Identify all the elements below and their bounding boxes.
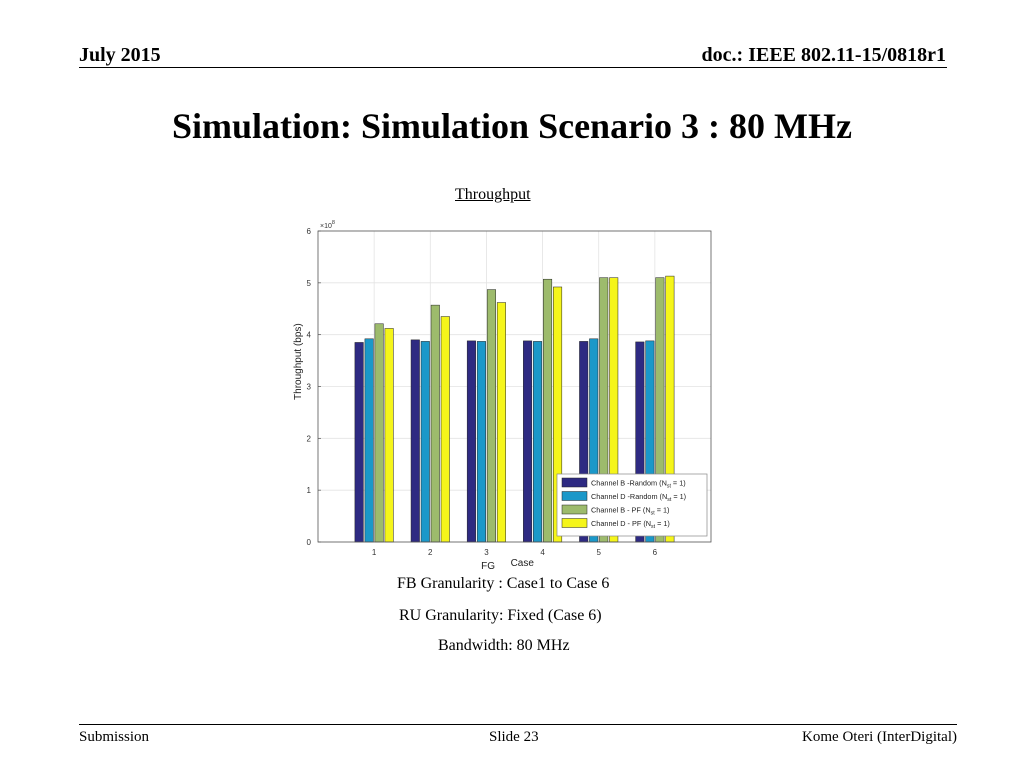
x-tick-label: 5	[596, 548, 601, 557]
header-divider	[79, 67, 947, 68]
bar-series-1-case-2	[410, 339, 420, 543]
legend-entry: Channel B -Random (Nst = 1)	[591, 479, 686, 490]
caption-ru-granularity: RU Granularity: Fixed (Case 6)	[399, 607, 602, 624]
legend-swatch	[561, 477, 588, 488]
bar-series-2-case-1	[364, 338, 374, 543]
bar-series-1-case-1	[354, 342, 364, 543]
caption-bandwidth: Bandwidth: 80 MHz	[438, 637, 570, 654]
legend-swatch	[561, 491, 588, 501]
bar-series-3-case-2	[430, 304, 440, 543]
bar-series-2-case-4	[533, 341, 543, 543]
legend-swatch	[561, 518, 588, 528]
bar-series-4-case-2	[440, 316, 450, 543]
header-date: July 2015	[79, 44, 161, 66]
legend-swatch	[561, 504, 588, 515]
bar-series-4-case-3	[496, 302, 506, 543]
y-exponent-label: ×108	[320, 220, 335, 230]
chart-legend: Channel B -Random (Nst = 1) Channel D -Ra…	[556, 473, 708, 537]
bar-series-4-case-1	[384, 328, 394, 543]
header-doc-id: doc.: IEEE 802.11-15/0818r1	[701, 44, 946, 66]
bar-series-3-case-4	[543, 278, 553, 543]
y-tick-label: 3	[307, 383, 312, 392]
x-tick-label: 2	[428, 548, 433, 557]
x-tick-label: 6	[653, 548, 658, 557]
bar-series-3-case-3	[486, 289, 496, 543]
y-tick-label: 5	[307, 279, 312, 288]
y-tick-label: 4	[307, 331, 312, 340]
x-tick-label: 4	[540, 548, 545, 557]
slide-title: Simulation: Simulation Scenario 3 : 80 M…	[171, 106, 852, 146]
bar-series-3-case-1	[374, 323, 384, 543]
y-tick-label: 6	[307, 227, 312, 236]
chart-heading: Throughput	[455, 186, 531, 203]
x-axis-label: Case	[511, 558, 535, 569]
bar-series-2-case-2	[420, 341, 430, 543]
caption-fb-granularity: FB Granularity : Case1 to Case 6	[397, 575, 610, 592]
chart-bars	[354, 275, 675, 543]
footer-divider	[79, 724, 957, 725]
y-axis-label: Throughput (bps)	[293, 323, 304, 400]
x-tick-label: 3	[484, 548, 489, 557]
legend-entry: Channel D - PF (Nst = 1)	[591, 519, 670, 530]
throughput-chart: 0 1 2 3 4 5 6 1 2 3 4 5 6 ×108 Throughput (bps) Cas…	[288, 214, 728, 574]
x-tick-labels: 1 2 3 4 5 6	[372, 548, 658, 557]
y-tick-label: 1	[307, 486, 312, 495]
footer-author: Kome Oteri (InterDigital)	[802, 729, 957, 745]
legend-entry: Channel D -Random (Nst = 1)	[591, 492, 686, 503]
bar-series-1-case-3	[466, 340, 476, 543]
footer-submission: Submission	[79, 729, 150, 745]
x-axis-label-prefix: FG	[481, 561, 495, 572]
bar-series-2-case-3	[476, 341, 486, 543]
y-tick-label: 2	[307, 434, 312, 443]
y-tick-labels: 0 1 2 3 4 5 6	[307, 227, 321, 547]
footer-slide-number: Slide 23	[489, 729, 539, 745]
legend-entry: Channel B - PF (Nst = 1)	[591, 506, 669, 517]
x-tick-label: 1	[372, 548, 377, 557]
bar-series-1-case-4	[523, 340, 533, 543]
y-tick-label: 0	[307, 538, 312, 547]
